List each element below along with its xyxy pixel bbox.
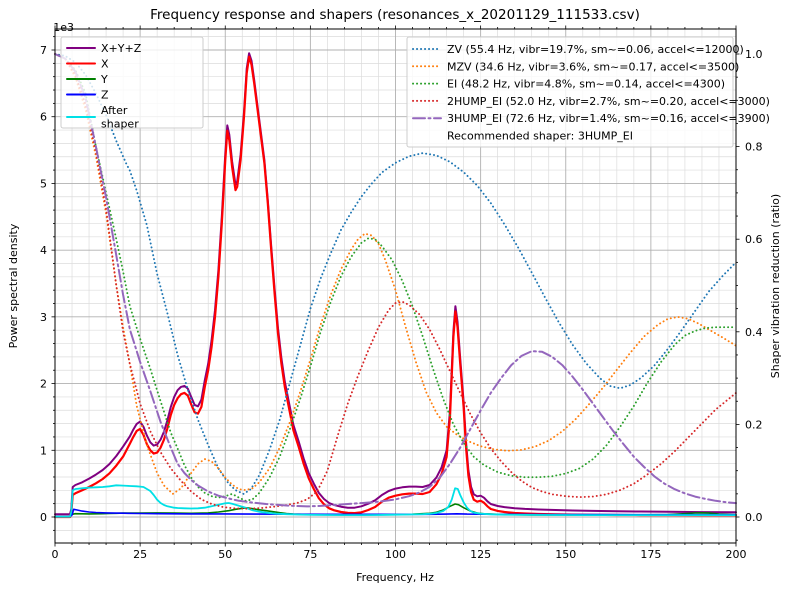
y-axis-label-right: Shaper vibration reduction (ratio): [769, 194, 782, 378]
y-left-tick-label: 0: [40, 511, 47, 524]
series-after-shaper: [54, 484, 737, 518]
legend-label-2hump-ei: 2HUMP_EI (52.0 Hz, vibr=2.7%, sm~=0.20, …: [447, 95, 770, 108]
series-ei: [54, 53, 737, 502]
y-left-tick-label: 4: [40, 244, 47, 257]
page-title: Frequency response and shapers (resonanc…: [150, 7, 640, 23]
y-right-tick-label: 1.0: [745, 48, 763, 61]
tick-labels: 0 25 50 75 100 125 150 175 200 0 1 2 3 4 5 6 7 0.0 0.2 0.4 0…: [40, 44, 763, 561]
y-left-tick-label: 7: [40, 44, 47, 57]
legend-label-3hump-ei: 3HUMP_EI (72.6 Hz, vibr=1.4%, sm~=0.16, …: [447, 112, 770, 125]
x-tick-label: 50: [218, 548, 232, 561]
series-mzv: [54, 53, 737, 495]
legend-label-after-shaper: After: [101, 104, 128, 117]
curves: [53, 52, 738, 519]
y-left-tick-label: 1: [40, 444, 47, 457]
y-left-tick-label: 5: [40, 177, 47, 190]
x-tick-label: 25: [133, 548, 147, 561]
series-3hump-ei: [54, 53, 737, 508]
legend-label-mzv: MZV (34.6 Hz, vibr=3.6%, sm~=0.17, accel…: [447, 60, 739, 73]
x-tick-label: 150: [555, 548, 576, 561]
legend-label-x-y-z: X+Y+Z: [101, 42, 142, 55]
legend-label-after-shaper: shaper: [101, 118, 139, 131]
legend-shapers: ZV (55.4 Hz, vibr=19.7%, sm~=0.06, accel…: [406, 36, 770, 148]
y-left-tick-label: 2: [40, 378, 47, 391]
legend-label-z: Z: [101, 89, 109, 102]
legend-label-x: X: [101, 58, 109, 71]
y-right-tick-label: 0.2: [745, 418, 763, 431]
axis-ticks: [51, 25, 740, 547]
x-tick-label: 175: [640, 548, 661, 561]
y-right-tick-label: 0.6: [745, 233, 763, 246]
y-right-tick-label: 0.0: [745, 511, 763, 524]
y-axis-offset-text: 1e3: [53, 21, 74, 34]
series-2hump-ei: [54, 53, 737, 510]
legend-label-ei: EI (48.2 Hz, vibr=4.8%, sm~=0.14, accel<…: [447, 78, 725, 91]
x-tick-label: 125: [470, 548, 491, 561]
x-tick-label: 75: [303, 548, 317, 561]
x-tick-label: 200: [726, 548, 747, 561]
x-axis-label: Frequency, Hz: [356, 571, 434, 584]
legend-label-zv: ZV (55.4 Hz, vibr=19.7%, sm~=0.06, accel…: [447, 43, 744, 56]
series-x: [53, 55, 738, 519]
y-right-tick-label: 0.8: [745, 141, 763, 154]
legend-psd-box: [60, 36, 204, 129]
legend-shapers-box: [406, 36, 734, 148]
y-right-tick-label: 0.4: [745, 326, 763, 339]
y-left-tick-label: 6: [40, 111, 47, 124]
legend-recommended-shaper: Recommended shaper: 3HUMP_EI: [447, 130, 633, 143]
x-tick-label: 0: [52, 548, 59, 561]
y-axis-label-left: Power spectral density: [7, 223, 20, 348]
x-tick-label: 100: [385, 548, 406, 561]
legend-label-y: Y: [100, 73, 108, 86]
y-left-tick-label: 3: [40, 311, 47, 324]
